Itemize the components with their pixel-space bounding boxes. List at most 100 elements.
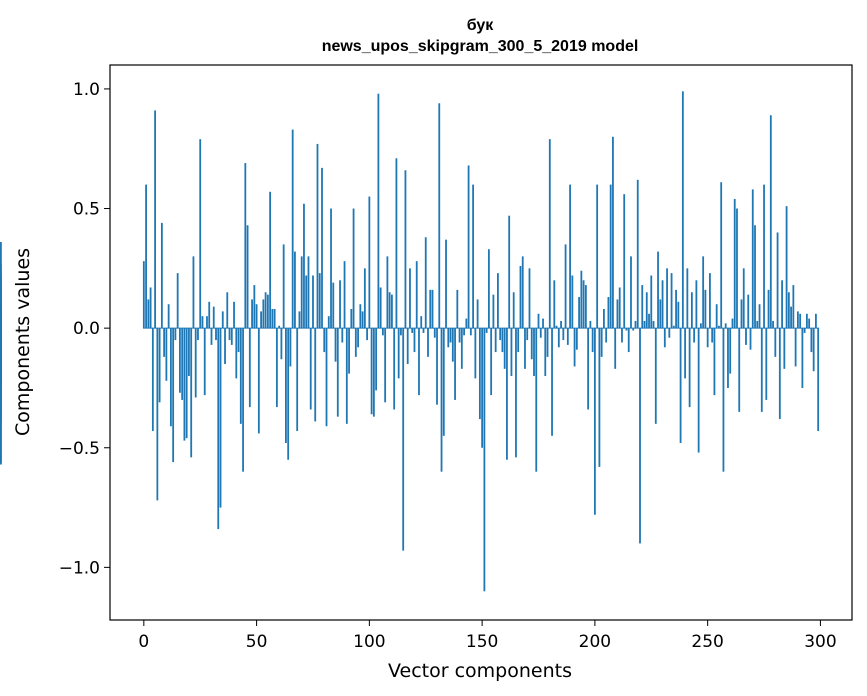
bar-217	[632, 328, 635, 331]
bar-234	[670, 273, 673, 329]
bar-14	[174, 328, 177, 341]
bar-225	[650, 275, 653, 329]
bar-130	[436, 328, 438, 405]
bar-102	[372, 328, 375, 417]
bar-76	[314, 328, 317, 422]
bar-52	[260, 311, 262, 329]
bar-124	[422, 328, 425, 333]
bar-255	[718, 325, 720, 329]
bar-83	[330, 208, 332, 329]
bar-145	[469, 328, 472, 336]
bar-177	[542, 318, 544, 329]
x-tick-label: 150	[466, 632, 498, 652]
bar-278	[769, 115, 772, 329]
bar-32	[215, 328, 217, 341]
bar-238	[679, 328, 682, 443]
bar-154	[490, 328, 493, 396]
bar-288	[792, 285, 795, 329]
bar-214	[625, 328, 628, 331]
bar-111	[393, 328, 396, 410]
bar-57	[271, 309, 274, 329]
bar-280	[774, 328, 777, 357]
x-tick-label: 0	[138, 632, 149, 652]
bar-3	[149, 287, 152, 329]
bar-240	[684, 328, 686, 379]
bar-179	[546, 328, 549, 357]
bar-157	[497, 273, 499, 329]
bar-257	[722, 328, 725, 472]
bar-125	[424, 237, 427, 329]
bar-160	[503, 328, 506, 369]
bar-172	[530, 328, 533, 360]
bar-105	[379, 287, 382, 329]
bar-228	[657, 251, 659, 329]
plot-frame	[109, 64, 853, 621]
bar-237	[677, 301, 680, 329]
bar-63	[285, 328, 287, 443]
bar-297	[812, 328, 815, 372]
bar-96	[359, 304, 362, 329]
x-tick-label: 250	[691, 632, 723, 652]
bar-74	[309, 328, 312, 410]
bar-245	[695, 280, 698, 329]
bar-233	[668, 328, 671, 338]
bar-17	[181, 328, 184, 400]
bar-87	[339, 280, 341, 329]
bar-137	[451, 328, 454, 362]
bar-117	[406, 328, 409, 365]
bar-155	[492, 294, 495, 329]
y-tick-label: −0.5	[59, 439, 100, 459]
bar-201	[596, 184, 599, 329]
bar-151	[483, 328, 486, 592]
bar-248	[702, 256, 705, 329]
bar-43	[239, 328, 242, 424]
bar-284	[783, 328, 786, 369]
bar-213	[623, 194, 626, 329]
bar-36	[224, 328, 226, 365]
bar-51	[257, 328, 260, 434]
bar-236	[675, 289, 677, 329]
bar-242	[688, 328, 691, 408]
bars-group	[0, 91, 820, 592]
bar-123	[420, 316, 423, 329]
bar-77	[316, 143, 319, 329]
bar-215	[627, 328, 630, 353]
bar-134	[445, 239, 447, 329]
bar-85	[334, 328, 337, 362]
bar-202	[598, 328, 601, 467]
x-axis-ticks: 0 50 100 150 200 250 300	[138, 620, 837, 652]
bar-187	[564, 244, 567, 329]
bar-298	[815, 313, 817, 329]
bar-127	[429, 289, 432, 329]
bar-28	[206, 316, 208, 329]
bar-30	[210, 328, 213, 345]
bar-230	[661, 280, 664, 329]
bar-153	[487, 249, 490, 329]
bar-232	[666, 268, 668, 329]
bar-167	[519, 265, 522, 329]
bar-6	[156, 328, 159, 501]
bar-24	[197, 328, 199, 341]
bar-65	[289, 328, 292, 367]
bar-undefined	[0, 263, 2, 329]
bar-78	[318, 273, 321, 329]
bar-58	[273, 309, 276, 329]
bar-258	[724, 323, 727, 329]
bar-296	[810, 328, 813, 353]
bar-188	[566, 328, 569, 345]
y-tick-label: 0.5	[73, 200, 100, 220]
bar-91	[348, 328, 350, 374]
bar-229	[659, 299, 662, 329]
bar-11	[167, 304, 170, 329]
bar-5	[154, 110, 156, 329]
bar-66	[291, 129, 294, 329]
bar-206	[607, 297, 610, 329]
bar-274	[760, 328, 763, 412]
x-tick-label: 100	[353, 632, 385, 652]
bar-19	[185, 328, 188, 439]
bar-129	[433, 328, 436, 338]
bar-140	[458, 328, 461, 343]
bar-139	[456, 289, 459, 329]
bar-247	[699, 323, 702, 329]
